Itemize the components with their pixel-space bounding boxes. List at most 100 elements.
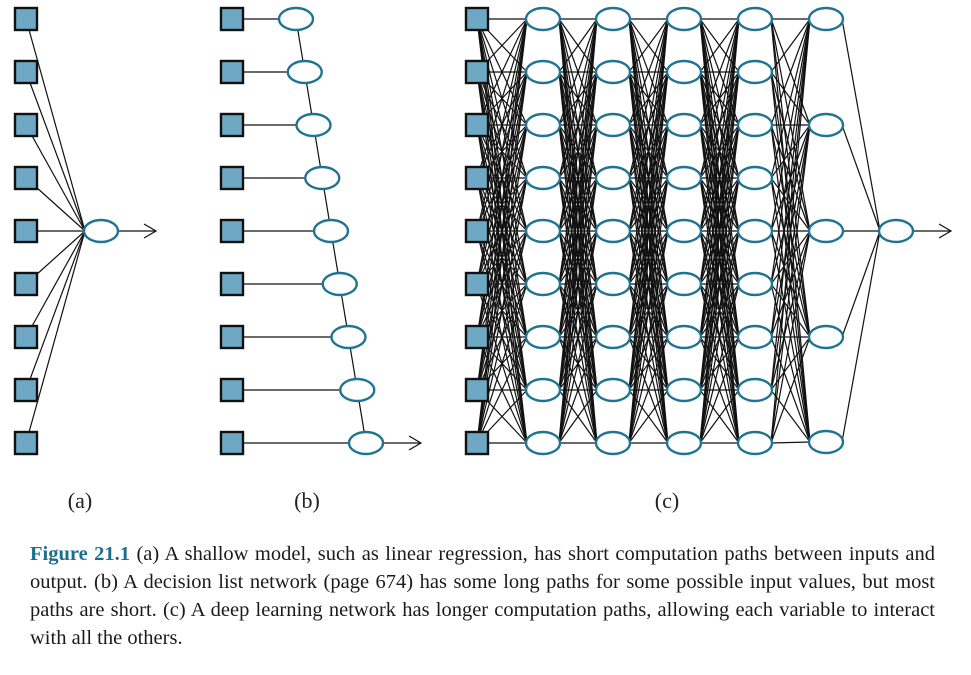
- panel-label-c: (c): [654, 488, 680, 513]
- input-node-c: [464, 218, 490, 244]
- edge-c: [628, 18, 669, 444]
- hidden-node-c: [524, 112, 562, 138]
- decision-node-b: [321, 271, 358, 297]
- edge-c: [699, 389, 740, 444]
- edge-c: [558, 18, 598, 391]
- edge-c: [770, 441, 811, 444]
- edge-a: [25, 230, 86, 338]
- edge-c: [558, 18, 598, 73]
- input-node-c: [464, 271, 490, 297]
- hidden-node-c: [665, 6, 703, 32]
- input-node-a: [13, 218, 39, 244]
- arrow-head: [938, 223, 953, 239]
- edge-c: [699, 18, 740, 179]
- arrow-head: [143, 223, 158, 239]
- edge-c: [476, 230, 528, 444]
- edge-a: [25, 71, 86, 232]
- output-arrow-a: [118, 223, 158, 239]
- output-node-a: [82, 218, 120, 244]
- edge-c: [770, 18, 811, 444]
- edge-c: [558, 124, 598, 444]
- input-node-c: [464, 377, 490, 403]
- edge-c: [770, 18, 811, 179]
- hidden-node-c: [594, 271, 632, 297]
- edge-c: [770, 18, 811, 338]
- edge-c: [628, 389, 669, 444]
- edge-c: [628, 177, 669, 444]
- edge-c: [628, 18, 669, 126]
- input-node-b: [219, 218, 245, 244]
- edge-a: [25, 230, 86, 391]
- hidden-node-c: [736, 271, 774, 297]
- edge-c: [699, 124, 740, 444]
- hidden-node-c: [665, 271, 703, 297]
- edge-a: [25, 124, 86, 232]
- hidden-node-c: [594, 218, 632, 244]
- hidden-node-c: [524, 430, 562, 456]
- edge-c: [558, 336, 598, 444]
- edge-c: [558, 18, 598, 338]
- hidden-node-c: [807, 218, 845, 244]
- output-arrow-c: [913, 223, 953, 239]
- input-node-a: [13, 377, 39, 403]
- edge-a: [25, 18, 86, 232]
- edge-c: [699, 18, 740, 444]
- input-node-c: [464, 112, 490, 138]
- hidden-node-c: [524, 218, 562, 244]
- edge-c: [628, 18, 669, 179]
- decision-node-b: [277, 6, 315, 32]
- edge-c: [628, 18, 669, 285]
- edge-c: [699, 336, 740, 444]
- edge-c: [628, 71, 669, 444]
- hidden-node-c: [594, 324, 632, 350]
- edge-c: [770, 336, 811, 444]
- hidden-node-c: [594, 59, 632, 85]
- input-node-c: [464, 165, 490, 191]
- input-node-a: [13, 165, 39, 191]
- edge-c: [558, 71, 598, 444]
- hidden-node-c: [594, 112, 632, 138]
- edge-c: [699, 18, 740, 338]
- hidden-node-c: [736, 59, 774, 85]
- edge-c: [558, 18, 598, 179]
- input-node-c: [464, 430, 490, 456]
- edge-c: [699, 283, 740, 444]
- panel-label-a: (a): [67, 488, 93, 513]
- hidden-node-c: [665, 377, 703, 403]
- edge-c: [476, 336, 528, 444]
- edge-c: [841, 18, 881, 232]
- decision-node-b: [312, 218, 350, 244]
- panel-label-b: (b): [294, 488, 320, 513]
- hidden-node-c: [594, 6, 632, 32]
- input-node-a: [13, 324, 39, 350]
- hidden-node-c: [524, 377, 562, 403]
- hidden-node-c: [665, 165, 703, 191]
- decision-node-b: [330, 324, 367, 350]
- edge-c: [770, 18, 811, 391]
- edge-c: [628, 18, 669, 338]
- edge-c: [628, 124, 669, 444]
- input-node-c: [464, 6, 490, 32]
- hidden-node-c: [594, 430, 632, 456]
- edge-c: [476, 18, 528, 444]
- input-node-b: [219, 165, 245, 191]
- edge-c: [770, 124, 811, 391]
- edge-c: [628, 18, 669, 232]
- hidden-node-c: [524, 165, 562, 191]
- edge-c: [699, 18, 740, 232]
- decision-node-b: [286, 59, 323, 85]
- edge-c: [770, 18, 811, 73]
- hidden-node-c: [807, 6, 845, 32]
- edge-c: [558, 18, 598, 232]
- edge-c: [558, 18, 598, 285]
- edge-a: [25, 230, 86, 444]
- decision-node-b: [295, 112, 332, 138]
- input-node-a: [13, 59, 39, 85]
- input-node-b: [219, 112, 245, 138]
- edge-c: [476, 18, 528, 179]
- edge-c: [628, 283, 669, 444]
- figure-label: Figure 21.1: [30, 543, 131, 565]
- edge-c: [628, 230, 669, 444]
- hidden-node-c: [524, 324, 562, 350]
- edge-c: [699, 177, 740, 444]
